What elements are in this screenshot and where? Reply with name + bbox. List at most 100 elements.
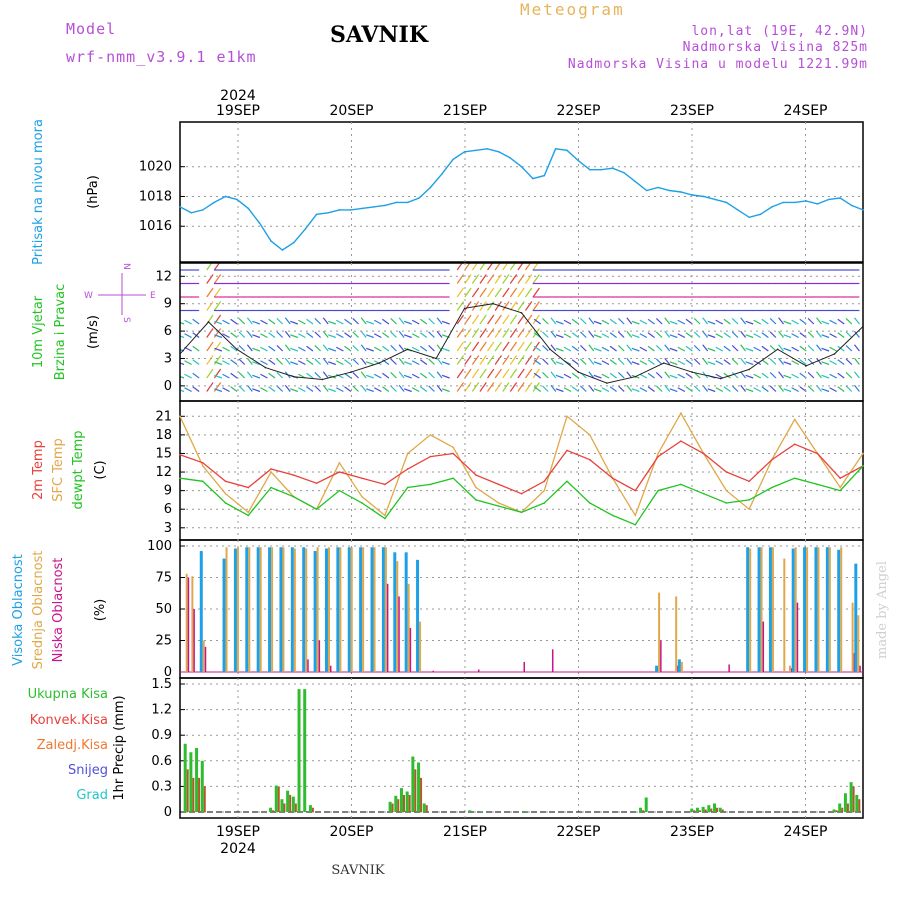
pressure-line-point <box>418 197 420 199</box>
wind-arrow <box>821 320 830 325</box>
temp-label-sfc: SFC Temp <box>51 438 66 502</box>
high-cloud-bar <box>814 547 818 672</box>
wind-arrow <box>664 384 671 392</box>
wind-arrow <box>517 314 525 325</box>
pressure-line-point <box>839 197 842 199</box>
wind-arrow <box>456 263 463 271</box>
wind-arrow <box>791 373 799 379</box>
wind-arrow <box>731 372 739 379</box>
data-series <box>179 148 864 813</box>
sfc-temp-line-point <box>406 452 409 455</box>
wind-arrow <box>260 333 268 339</box>
model-name: wrf-nmm_v3.9.1 e1km <box>66 48 257 66</box>
precip-unit: 1hr Precip (mm) <box>112 695 127 800</box>
wind-arrow <box>799 359 807 365</box>
wind-arrow <box>532 301 540 311</box>
wind-arrow <box>360 384 367 392</box>
wind-arrow <box>502 355 510 365</box>
wind-arrow <box>631 361 640 366</box>
wind-arrow <box>344 386 352 392</box>
wind-arrow <box>328 334 336 339</box>
wind-arrow <box>428 358 435 365</box>
y-tick-label: 18 <box>155 428 172 443</box>
wind-arrow <box>693 358 701 365</box>
cloud-unit: (%) <box>93 599 108 622</box>
day-labels-bottom: 19SEP 20SEP 21SEP 22SEP 23SEP 24SEP <box>216 824 828 840</box>
wind-arrow <box>494 382 502 392</box>
sfc-temp-line-point <box>338 461 341 464</box>
sfc-temp-line-point <box>589 434 591 436</box>
wind-arrow <box>238 372 246 379</box>
mid-cloud-bar <box>749 548 752 672</box>
wind-arrow <box>420 359 428 365</box>
wind-arrow <box>252 361 261 366</box>
wind-arrow <box>655 345 663 352</box>
wind-arrow <box>571 386 579 392</box>
total-rain-bar <box>422 803 426 812</box>
wind-arrow <box>509 382 518 392</box>
sfc-temp-line-point <box>657 452 659 455</box>
cloud-label-mid: Srednja Oblacnost <box>31 551 46 670</box>
wind-arrow <box>230 386 238 392</box>
total-rain-bar <box>417 762 421 812</box>
wind-arrow <box>411 360 420 366</box>
wind-arrow <box>502 341 510 352</box>
wind-arrow <box>336 360 344 366</box>
wind-arrow <box>471 382 480 392</box>
high-cloud-bar <box>677 659 681 672</box>
pressure-line-point <box>577 159 580 162</box>
wind-arrow <box>390 345 397 352</box>
wind-arrow <box>685 332 693 338</box>
wind-arrow <box>398 330 405 338</box>
wind-arrow <box>532 263 539 271</box>
wind-arrow <box>290 347 299 352</box>
wind-arrow <box>626 371 633 379</box>
wind-arrow <box>420 318 428 325</box>
temp-label-2m: 2m Temp <box>31 440 46 500</box>
wind-arrow <box>854 357 860 365</box>
wind-arrow <box>525 314 533 325</box>
lonlat-label: lon,lat (19E, 42.9N) <box>691 24 868 39</box>
high-cloud-bar <box>245 547 249 672</box>
wind-arrow <box>322 371 329 379</box>
wind-speed-line-point <box>321 378 324 381</box>
wind-arrow <box>322 317 329 325</box>
wind-arrow <box>525 368 533 379</box>
wind-arrow <box>753 387 762 393</box>
wind-arrow <box>298 333 306 339</box>
wind-arrow <box>213 355 222 365</box>
wind-arrow <box>398 357 405 365</box>
wind-arrow <box>631 334 640 339</box>
pressure-line-point <box>793 201 796 204</box>
wind-arrow <box>532 274 540 284</box>
wind-arrow <box>382 386 390 392</box>
day-label-bottom: 19SEP <box>216 824 260 840</box>
wind-arrow <box>807 358 815 365</box>
pressure-panel-frame <box>179 121 864 263</box>
wind-arrow <box>702 357 709 365</box>
wind-arrow <box>252 347 261 352</box>
mid-cloud-bar <box>225 547 228 672</box>
total-rain-bar <box>843 793 847 812</box>
wind-arrow <box>783 347 792 352</box>
wind-arrow <box>593 320 602 325</box>
pressure-line-point <box>201 209 204 211</box>
high-cloud-bar <box>757 547 761 672</box>
wind-arrow <box>306 332 314 338</box>
wind-arrow <box>525 341 533 352</box>
wind-arrow <box>761 318 769 325</box>
wind-arrow <box>854 330 860 338</box>
wind-arrow <box>306 318 314 325</box>
convective-rain-bar <box>858 799 861 812</box>
wind-arrow <box>206 382 214 392</box>
wind-arrow <box>246 384 253 392</box>
high-cloud-bar <box>313 551 317 672</box>
low-cloud-bar <box>523 661 525 672</box>
wind-arrow <box>464 301 472 311</box>
high-cloud-bar <box>268 547 272 672</box>
wind-arrow <box>647 318 655 325</box>
t2m-line-point <box>520 492 523 495</box>
total-rain-bar <box>479 811 483 812</box>
pressure-line-point <box>304 228 307 231</box>
wind-arrow <box>563 346 572 352</box>
